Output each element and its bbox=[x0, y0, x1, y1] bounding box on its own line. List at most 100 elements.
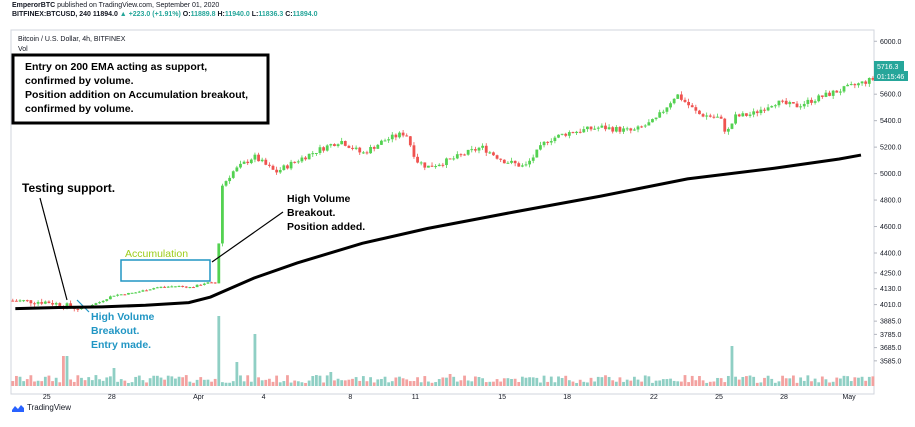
candle-body bbox=[589, 126, 593, 130]
candle-body bbox=[253, 154, 257, 160]
volume-bar bbox=[221, 382, 224, 386]
volume-bar bbox=[145, 382, 148, 386]
candle-body bbox=[665, 107, 669, 112]
candle-body bbox=[672, 98, 676, 104]
candle-body bbox=[596, 127, 600, 129]
volume-bar bbox=[206, 379, 210, 386]
volume-bar bbox=[481, 378, 485, 386]
candle-body bbox=[524, 164, 528, 166]
volume-bar bbox=[564, 375, 568, 386]
candle-body bbox=[304, 157, 307, 160]
price-tick-label: 4250.0 bbox=[880, 270, 902, 277]
volume-bar bbox=[745, 376, 748, 386]
volume-bar bbox=[542, 375, 546, 386]
candle-body bbox=[817, 95, 821, 102]
countdown-timer: 01:15:46 bbox=[877, 74, 904, 81]
candle-body bbox=[578, 131, 582, 133]
volume-bar bbox=[54, 377, 58, 386]
candle-body bbox=[604, 125, 607, 130]
candle-body bbox=[871, 78, 875, 80]
volume-bar bbox=[857, 377, 860, 386]
candle-body bbox=[264, 159, 268, 165]
volume-bar bbox=[455, 381, 459, 386]
volume-bar bbox=[448, 374, 452, 386]
candle-body bbox=[560, 133, 564, 135]
volume-bar bbox=[535, 377, 539, 386]
volume-bar bbox=[343, 380, 347, 386]
volume-bar bbox=[101, 380, 105, 386]
volume-bar bbox=[441, 377, 445, 386]
candle-body bbox=[206, 282, 210, 284]
candle-body bbox=[369, 147, 372, 154]
volume-bar bbox=[90, 380, 94, 386]
volume-bar bbox=[510, 378, 513, 386]
volume-bar bbox=[593, 381, 597, 386]
volume-bar bbox=[643, 375, 647, 386]
volume-bar bbox=[557, 376, 560, 386]
candle-body bbox=[813, 101, 817, 103]
candle-body bbox=[726, 128, 730, 132]
volume-bar bbox=[495, 379, 499, 386]
volume-bar bbox=[98, 379, 101, 386]
candle-body bbox=[539, 145, 542, 150]
candle-body bbox=[716, 116, 719, 118]
volume-bar bbox=[586, 382, 589, 386]
candle-body bbox=[781, 100, 784, 102]
volume-bar bbox=[434, 382, 438, 386]
breakout-label-3: Position added. bbox=[287, 221, 365, 233]
candle-body bbox=[210, 282, 213, 284]
note-line-4: confirmed by volume. bbox=[25, 103, 134, 115]
candle-body bbox=[694, 107, 698, 111]
volume-bar bbox=[502, 378, 506, 386]
volume-bar bbox=[278, 382, 282, 386]
candle-body bbox=[412, 145, 416, 157]
volume-bar bbox=[195, 379, 199, 386]
candle-body bbox=[408, 136, 412, 146]
volume-bar bbox=[329, 372, 333, 386]
breakout-pointer bbox=[211, 211, 284, 263]
volume-bar bbox=[488, 381, 492, 386]
volume-bar bbox=[766, 375, 770, 386]
volume-bar bbox=[166, 375, 170, 386]
volume-bar bbox=[445, 377, 448, 386]
candle-body bbox=[188, 287, 192, 289]
volume-bar bbox=[531, 377, 535, 386]
candle-body bbox=[690, 105, 694, 108]
volume-bar bbox=[286, 375, 289, 386]
note-line-1: Entry on 200 EMA acting as support, bbox=[25, 61, 207, 73]
price-tick-label: 3785.0 bbox=[880, 332, 902, 339]
candle-body bbox=[510, 160, 513, 163]
candle-body bbox=[838, 91, 842, 93]
volume-bar bbox=[105, 377, 109, 386]
candle-body bbox=[654, 117, 658, 120]
volume-bar bbox=[571, 381, 575, 386]
volume-bar bbox=[148, 378, 152, 386]
volume-bar bbox=[596, 376, 600, 386]
volume-bar bbox=[333, 380, 336, 386]
volume-bar bbox=[235, 362, 239, 386]
candle-body bbox=[748, 114, 752, 116]
volume-bar bbox=[853, 377, 857, 386]
candle-body bbox=[354, 147, 358, 149]
candle-body bbox=[112, 295, 116, 297]
publisher-line: EmperorBTC published on TradingView.com,… bbox=[12, 1, 318, 10]
candle-body bbox=[698, 110, 701, 115]
volume-bar bbox=[11, 381, 15, 386]
volume-bar bbox=[604, 375, 607, 386]
volume-bar bbox=[210, 381, 213, 386]
volume-bar bbox=[802, 380, 806, 386]
candle-body bbox=[36, 302, 40, 304]
volume-bar bbox=[430, 382, 434, 386]
volume-bar bbox=[759, 382, 763, 386]
volume-bar bbox=[687, 382, 691, 386]
volume-bar bbox=[354, 377, 358, 386]
candle-body bbox=[199, 284, 203, 286]
volume-bar bbox=[246, 375, 250, 386]
candle-body bbox=[535, 149, 539, 158]
volume-bar bbox=[748, 375, 752, 386]
volume-bar bbox=[296, 381, 300, 386]
candle-body bbox=[65, 303, 69, 308]
candle-body bbox=[708, 115, 712, 117]
